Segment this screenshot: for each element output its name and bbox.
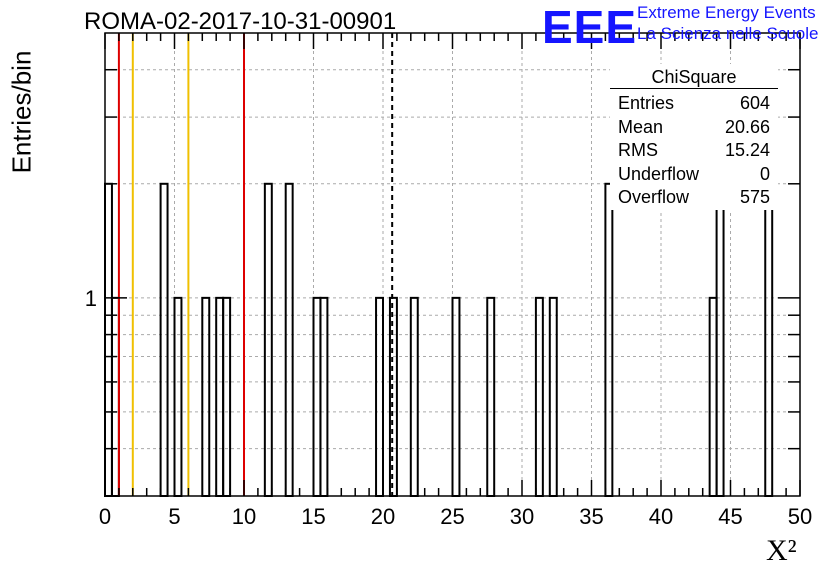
stats-label: Overflow bbox=[618, 187, 690, 207]
logo-line-1: Extreme Energy Events bbox=[637, 3, 816, 22]
x-tick-label: 0 bbox=[99, 504, 111, 529]
histogram-bin bbox=[319, 296, 329, 498]
histogram-bin bbox=[312, 296, 322, 498]
stats-label: Entries bbox=[618, 93, 675, 113]
histogram-bin bbox=[215, 296, 225, 498]
histogram-bin bbox=[764, 182, 774, 497]
histogram-bin bbox=[409, 296, 419, 498]
histogram-bin bbox=[173, 296, 183, 498]
y-tick-label: 1 bbox=[85, 286, 97, 311]
stats-row-entries: Entries 604 bbox=[610, 91, 778, 115]
x-tick-label: 35 bbox=[579, 504, 603, 529]
axes bbox=[104, 32, 801, 497]
chart-title: ROMA-02-2017-10-31-00901 bbox=[84, 8, 397, 35]
x-tick-label: 25 bbox=[440, 504, 464, 529]
stats-value: 604 bbox=[739, 93, 770, 113]
histogram-bin bbox=[604, 182, 614, 497]
stats-value: 15.24 bbox=[724, 140, 770, 160]
x-tick-label: 50 bbox=[788, 504, 812, 529]
histogram-bin bbox=[708, 296, 718, 498]
stats-title: ChiSquare bbox=[610, 64, 778, 89]
x-tick-label: 30 bbox=[510, 504, 534, 529]
stats-label: RMS bbox=[618, 140, 658, 160]
histogram-bin bbox=[263, 182, 273, 497]
y-axis-label: Entries/bin bbox=[6, 50, 37, 174]
stats-row-underflow: Underflow 0 bbox=[610, 162, 778, 186]
histogram-bin bbox=[110, 296, 120, 498]
stats-label: Mean bbox=[618, 116, 664, 137]
histogram-bin bbox=[715, 182, 725, 497]
x-tick-label: 10 bbox=[232, 504, 256, 529]
y-tick-labels: 1 bbox=[85, 286, 97, 311]
stats-row-mean: Mean 20.66 bbox=[610, 115, 778, 139]
x-tick-label: 40 bbox=[649, 504, 673, 529]
histogram-bin bbox=[201, 296, 211, 498]
eee-logo: EEE bbox=[542, 1, 638, 53]
histogram-bin bbox=[548, 296, 558, 498]
x-axis-label: X² bbox=[766, 534, 797, 567]
stats-box: ChiSquare Entries 604 Mean 20.66 RMS 15.… bbox=[610, 64, 778, 210]
histogram-bin bbox=[284, 182, 294, 497]
x-tick-labels: 0 5 10 15 20 25 30 35 40 45 50 bbox=[99, 504, 812, 529]
histogram-bin bbox=[222, 296, 232, 498]
histogram-bin bbox=[534, 296, 544, 498]
histogram-bin bbox=[451, 296, 461, 498]
stats-value: 20.66 bbox=[724, 116, 770, 137]
stats-value: 575 bbox=[739, 187, 770, 207]
x-tick-label: 45 bbox=[718, 504, 742, 529]
x-tick-label: 15 bbox=[301, 504, 325, 529]
stats-row-overflow: Overflow 575 bbox=[610, 185, 778, 209]
histogram-bin bbox=[375, 296, 384, 498]
histogram-bin bbox=[159, 182, 169, 497]
histogram-bars bbox=[104, 182, 774, 498]
stats-label: Underflow bbox=[618, 163, 700, 184]
x-tick-label: 5 bbox=[168, 504, 180, 529]
x-tick-label: 20 bbox=[371, 504, 395, 529]
stats-value: 0 bbox=[759, 163, 770, 184]
logo-line-2: La Scienza nelle Scuole bbox=[637, 24, 819, 43]
histogram-bin bbox=[388, 296, 398, 498]
stats-row-rms: RMS 15.24 bbox=[610, 138, 778, 162]
marker-lines bbox=[117, 33, 394, 496]
histogram-bin bbox=[486, 296, 496, 498]
